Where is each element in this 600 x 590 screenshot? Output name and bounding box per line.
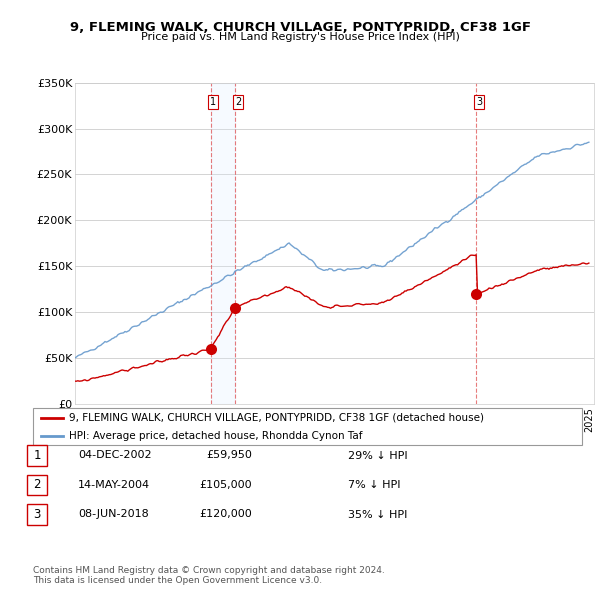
Text: 04-DEC-2002: 04-DEC-2002: [78, 451, 152, 460]
FancyBboxPatch shape: [27, 475, 47, 495]
Text: 2: 2: [34, 478, 41, 491]
Text: HPI: Average price, detached house, Rhondda Cynon Taf: HPI: Average price, detached house, Rhon…: [68, 431, 362, 441]
Text: 35% ↓ HPI: 35% ↓ HPI: [348, 510, 407, 519]
Text: Contains HM Land Registry data © Crown copyright and database right 2024.
This d: Contains HM Land Registry data © Crown c…: [33, 566, 385, 585]
Bar: [211, 83, 235, 404]
Text: £120,000: £120,000: [199, 510, 252, 519]
Text: 08-JUN-2018: 08-JUN-2018: [78, 510, 149, 519]
Text: 14-MAY-2004: 14-MAY-2004: [78, 480, 150, 490]
FancyBboxPatch shape: [27, 504, 47, 525]
Text: 9, FLEMING WALK, CHURCH VILLAGE, PONTYPRIDD, CF38 1GF (detached house): 9, FLEMING WALK, CHURCH VILLAGE, PONTYPR…: [68, 412, 484, 422]
Text: 1: 1: [34, 449, 41, 462]
Text: Price paid vs. HM Land Registry's House Price Index (HPI): Price paid vs. HM Land Registry's House …: [140, 32, 460, 42]
FancyBboxPatch shape: [33, 408, 582, 445]
Text: £105,000: £105,000: [199, 480, 252, 490]
Text: 29% ↓ HPI: 29% ↓ HPI: [348, 451, 407, 460]
Text: 9, FLEMING WALK, CHURCH VILLAGE, PONTYPRIDD, CF38 1GF: 9, FLEMING WALK, CHURCH VILLAGE, PONTYPR…: [70, 21, 530, 34]
FancyBboxPatch shape: [27, 445, 47, 466]
Text: 1: 1: [210, 97, 216, 107]
Text: £59,950: £59,950: [206, 451, 252, 460]
Text: 3: 3: [476, 97, 482, 107]
Text: 3: 3: [34, 508, 41, 521]
Text: 7% ↓ HPI: 7% ↓ HPI: [348, 480, 401, 490]
Text: 2: 2: [235, 97, 241, 107]
